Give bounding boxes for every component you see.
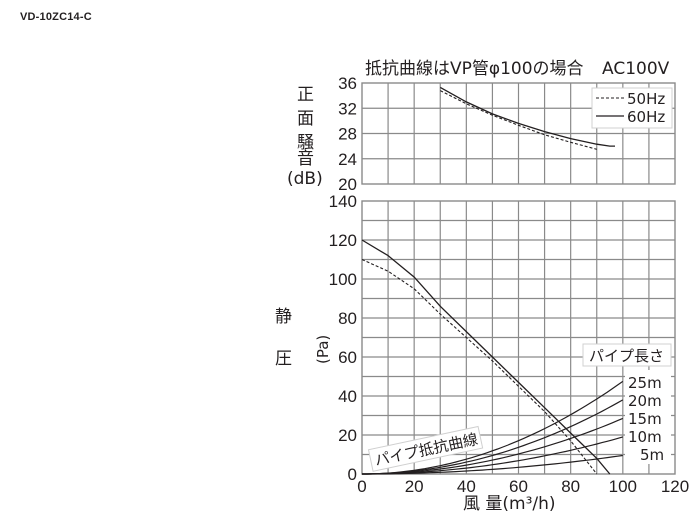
- ylabel-char-4: 音: [297, 149, 314, 169]
- x-tick: 120: [661, 477, 689, 496]
- noise-curves: [439, 86, 615, 150]
- pressure-ylabel-char-2: 圧: [275, 349, 292, 369]
- y-tick: 100: [329, 270, 357, 289]
- noise-y-label: 正 面 騒 音 音 (dB): [287, 85, 323, 189]
- y-tick: 28: [338, 125, 357, 144]
- x-tick: 80: [561, 477, 580, 496]
- y-tick: 20: [338, 426, 357, 445]
- pressure-y-ticks: 140 120 100 80 60 40 20 0: [329, 192, 357, 484]
- pipe-length-15m: 15m: [628, 410, 662, 428]
- x-tick: 100: [609, 477, 637, 496]
- voltage-label: AC100V: [602, 59, 670, 79]
- pressure-y-unit: (Pa): [314, 335, 332, 364]
- noise-curve-60hz: [439, 86, 615, 147]
- pipe-resistance-label: パイプ抵抗曲線: [367, 425, 484, 472]
- pressure-ylabel-char-1: 静: [275, 307, 292, 327]
- y-tick: 32: [338, 99, 357, 118]
- pipe-curve: [362, 380, 624, 475]
- pipe-length-labels-bg: [625, 370, 671, 464]
- pressure-chart-frame: [361, 200, 676, 475]
- noise-y-unit: (dB): [287, 169, 323, 189]
- y-tick: 0: [348, 465, 357, 484]
- y-tick: 20: [338, 175, 357, 194]
- pipe-resistance-curves: [362, 380, 624, 475]
- legend: 50Hz 60Hz: [591, 87, 673, 129]
- x-tick: 40: [457, 477, 476, 496]
- pipe-length-20m: 20m: [628, 392, 662, 410]
- pipe-length-10m: 10m: [628, 428, 662, 446]
- ylabel-char: 騒: [297, 133, 314, 153]
- x-axis-label: 風 量(m³/h): [463, 494, 556, 514]
- pipe-length-5m: 5m: [640, 446, 664, 464]
- pipe-length-title-box: [582, 343, 672, 367]
- ylabel-char: 面: [297, 109, 314, 129]
- y-tick: 140: [329, 192, 357, 211]
- legend-50hz-label: 50Hz: [627, 90, 665, 108]
- x-tick: 0: [357, 477, 366, 496]
- y-tick: 24: [338, 150, 357, 169]
- y-tick: 40: [338, 387, 357, 406]
- fan-pq-curves: [361, 239, 611, 475]
- y-tick: 36: [338, 74, 357, 93]
- noise-chart-frame: [361, 82, 676, 185]
- y-tick: 120: [329, 231, 357, 250]
- noise-y-ticks: 36 32 28 24 20: [338, 74, 357, 194]
- x-tick: 60: [509, 477, 528, 496]
- y-tick: 60: [338, 348, 357, 367]
- noise-chart-title: 抵抗曲線はVP管φ100の場合: [365, 59, 584, 79]
- ylabel-char: 正: [297, 85, 314, 105]
- pipe-resistance-label-text: パイプ抵抗曲線: [373, 430, 479, 469]
- pipe-length-25m: 25m: [628, 374, 662, 392]
- legend-60hz-label: 60Hz: [627, 108, 665, 126]
- noise-chart-grid: [362, 83, 675, 184]
- noise-curve-50hz: [440, 90, 597, 150]
- pq-curve-60hz: [361, 239, 611, 475]
- y-tick: 80: [338, 309, 357, 328]
- x-tick: 20: [405, 477, 424, 496]
- pipe-length-title: パイプ長さ: [589, 347, 664, 365]
- pressure-x-ticks: 0 20 40 60 80 100 120: [357, 477, 689, 496]
- model-number: VD-10ZC14-C: [20, 11, 92, 23]
